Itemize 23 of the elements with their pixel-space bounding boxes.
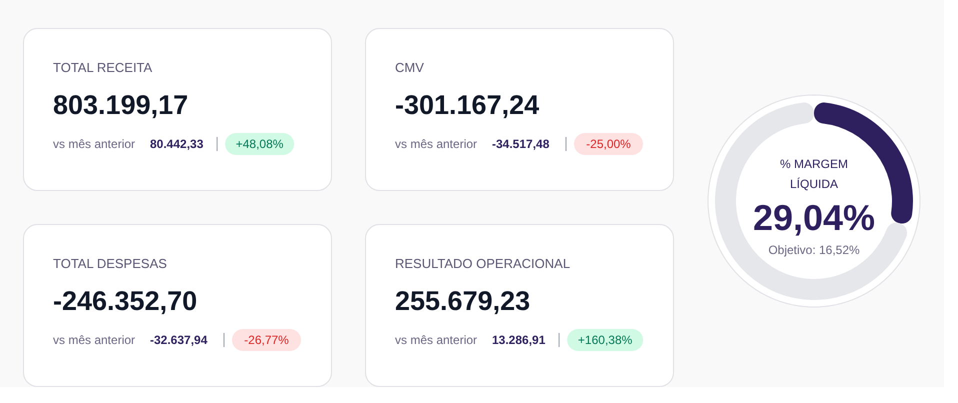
text: TOTAL DESPESAS [53,256,168,271]
text: Objetivo: 16,52% [768,243,860,257]
text: TOTAL RECEITA [53,60,153,75]
text: 29,04% [752,197,876,238]
text: -246.352,70 [53,286,198,316]
text: vs mês anterior [395,333,478,347]
text: -25,00% [586,137,632,151]
text: RESULTADO OPERACIONAL [395,256,570,271]
text: vs mês anterior [395,137,478,151]
text: -34.517,48 [492,137,550,151]
text: +48,08% [236,137,284,151]
text: CMV [395,60,424,75]
text: -26,77% [244,333,290,347]
text: vs mês anterior [53,137,136,151]
text: 13.286,91 [492,333,546,347]
text: 255.679,23 [395,286,530,316]
text: vs mês anterior [53,333,136,347]
text: -32.637,94 [150,333,208,347]
text: 80.442,33 [150,137,204,151]
text: +160,38% [578,333,633,347]
text: -301.167,24 [395,90,540,120]
text: 803.199,17 [53,90,188,120]
text: % MARGEM LÍQUIDA [780,157,848,191]
